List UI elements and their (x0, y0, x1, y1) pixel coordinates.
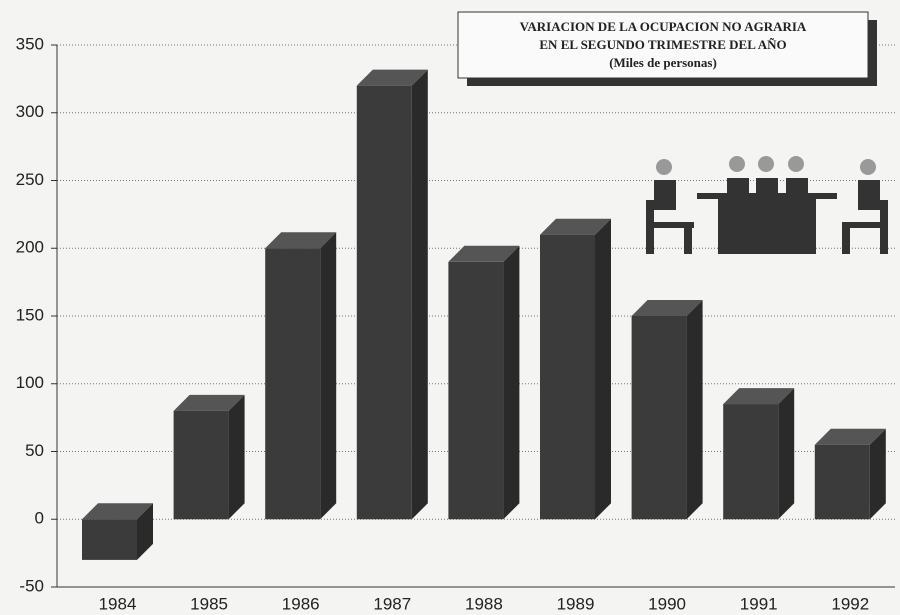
bar-top (356, 69, 428, 86)
bar (448, 261, 504, 520)
bar-side (869, 428, 886, 520)
x-tick-label: 1987 (373, 594, 411, 613)
y-tick-label: 250 (16, 170, 44, 189)
x-tick-label: 1990 (648, 594, 686, 613)
bar-side (503, 245, 520, 520)
y-tick-label: 50 (25, 441, 44, 460)
bar (356, 85, 412, 520)
bar-top (631, 300, 703, 316)
x-tick-label: 1988 (465, 594, 503, 613)
bar-top (723, 388, 795, 405)
x-tick-label: 1985 (190, 594, 228, 613)
bar-side (778, 388, 795, 520)
bar-side (595, 218, 611, 520)
y-tick-label: 100 (16, 373, 44, 392)
bar (631, 316, 687, 520)
y-tick-label: -50 (19, 576, 44, 595)
y-tick-label: 300 (16, 102, 44, 121)
bar (540, 234, 595, 520)
title-box (457, 11, 869, 79)
chart-subtitle: (Miles de personas) (609, 55, 717, 70)
y-tick-label: 350 (16, 34, 44, 53)
bar (723, 404, 779, 520)
bar-side (228, 394, 245, 520)
y-tick-label: 0 (35, 509, 44, 528)
bar-side (320, 232, 337, 520)
y-tick-label: 200 (16, 238, 44, 257)
bar (814, 444, 870, 520)
bar-side (686, 300, 703, 520)
clipart (646, 156, 888, 254)
chart-title: VARIACION DE LA OCUPACION NO AGRARIA (520, 19, 807, 34)
bar (173, 410, 229, 520)
x-tick-label: 1986 (282, 594, 320, 613)
x-tick-label: 1989 (557, 594, 595, 613)
x-tick-label: 1991 (740, 594, 778, 613)
x-tick-label: 1992 (831, 594, 869, 613)
bar-side (411, 69, 428, 520)
bar-top (265, 232, 337, 249)
chart-title: EN EL SEGUNDO TRIMESTRE DEL AÑO (539, 37, 786, 52)
bar-side (137, 503, 153, 560)
bar (265, 248, 321, 520)
bar-top (448, 245, 520, 262)
bar-top (173, 394, 245, 411)
x-tick-label: 1984 (99, 594, 137, 613)
bar-top (540, 218, 611, 235)
bar (82, 519, 137, 560)
bar-top (814, 428, 886, 445)
y-tick-label: 150 (16, 305, 44, 324)
bar-top (82, 503, 153, 520)
